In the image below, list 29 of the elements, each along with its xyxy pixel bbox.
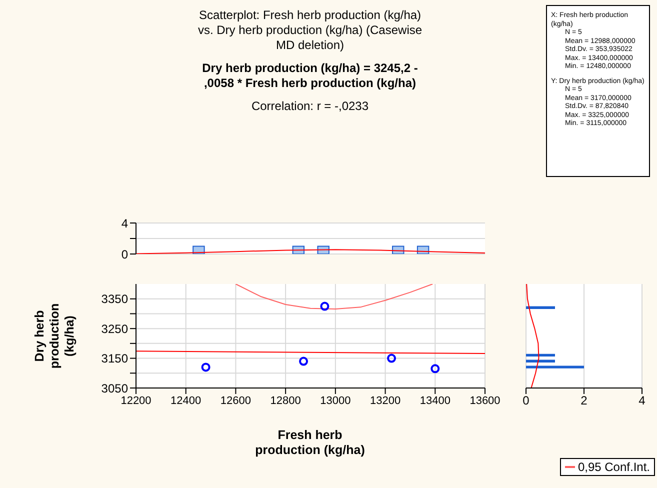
y-tick-label: 3050 xyxy=(101,381,128,396)
x-tick-label: 13200 xyxy=(370,394,401,407)
x-tick-label: 2 xyxy=(580,394,588,408)
x-tick-label: 12200 xyxy=(120,394,152,407)
x-tick-label: 4 xyxy=(638,394,646,408)
point xyxy=(430,364,440,374)
x-tick-label: 12400 xyxy=(170,394,202,407)
y-axis-title: Dry herb production (kg/ha) xyxy=(32,302,78,371)
y-tick-label: 3250 xyxy=(101,322,128,336)
y-tick-label: 3350 xyxy=(101,292,128,306)
y-tick-label: 3150 xyxy=(101,352,128,366)
point xyxy=(299,356,308,366)
point xyxy=(320,302,330,311)
y-tick-label: 0 xyxy=(121,247,128,262)
legend-label: 0,95 Conf.Int. xyxy=(576,460,650,474)
x-axis-title: Fresh herb production (kg/ha) xyxy=(254,428,366,458)
point xyxy=(201,362,210,372)
x-tick-label: 12800 xyxy=(270,394,301,407)
text: Correlation: r = -,0233 xyxy=(250,99,370,114)
text: Dry herb production (kg/ha) = 3245,2 - ,0058 * Fresh herb production (kg/ha) xyxy=(201,61,419,91)
x-tick-label: 13400 xyxy=(420,394,450,407)
x-tick-label: 0 xyxy=(522,394,530,408)
x-tick-label: 13600 xyxy=(470,394,500,407)
line-series xyxy=(235,284,434,310)
x-tick-label: 13000 xyxy=(320,394,351,407)
x-tick-label: 12600 xyxy=(220,394,252,407)
chart-title: Scatterplot: Fresh herb production (kg/ha) vs. Dry herb production (kg/ha) (Casewise MD deletion) xyxy=(196,8,424,53)
y-tick-label: 4 xyxy=(121,216,128,230)
point xyxy=(387,354,396,363)
